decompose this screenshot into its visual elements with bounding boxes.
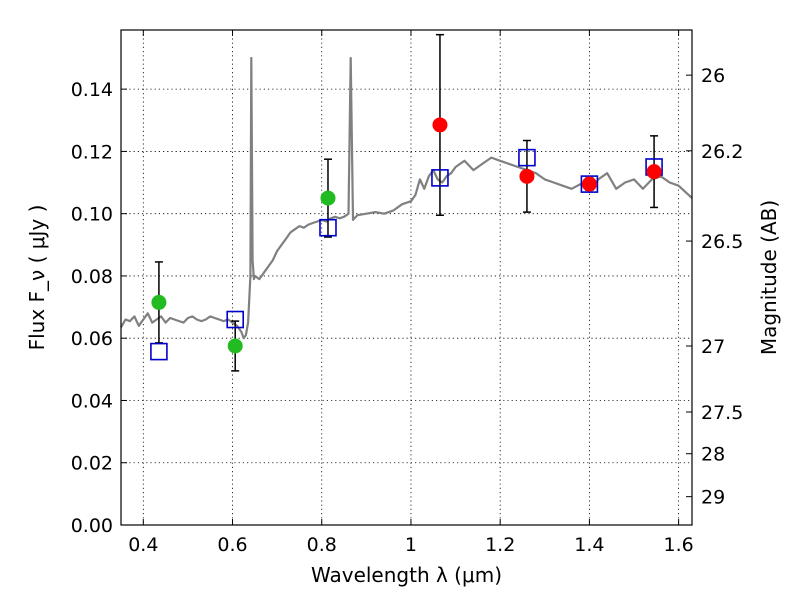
x-tick-label: 1 (405, 534, 417, 556)
observed-flux-point (646, 164, 662, 180)
y-tick-label: 0.04 (71, 390, 113, 412)
y-tick-label: 0.02 (71, 453, 113, 475)
x-tick-label: 0.8 (307, 534, 337, 556)
observed-flux-point (519, 168, 535, 184)
observed-photometry-points (151, 117, 662, 354)
observed-flux-point (320, 190, 336, 206)
y-tick-label: 0.06 (71, 328, 113, 350)
plot-frame (120, 29, 693, 526)
model-spectrum-line (120, 56, 693, 340)
right-tick-label: 26 (701, 65, 725, 87)
model-photometry-square (431, 169, 449, 187)
x-tick-label: 1.2 (485, 534, 515, 556)
right-tick-label: 27.5 (701, 402, 743, 424)
y-tick-label: 0.12 (71, 141, 113, 163)
y-tick-label: 0.10 (71, 204, 113, 226)
right-tick-label: 27 (701, 336, 725, 358)
x-tick-label: 1.6 (664, 534, 694, 556)
model-photometry-square (580, 175, 599, 193)
right-tick-label: 29 (701, 487, 725, 509)
right-tick-label: 26.2 (701, 141, 743, 163)
x-axis-ticks: 0.4 0.6 0.8 1 1.2 1.4 1.6 (128, 30, 694, 556)
plot-area (120, 33, 693, 372)
observed-flux-point (151, 294, 167, 310)
y-tick-label: 0.00 (71, 515, 113, 537)
right-axis-title: Magnitude (AB) (757, 200, 781, 355)
right-tick-label: 28 (701, 444, 725, 466)
x-tick-label: 0.6 (217, 534, 247, 556)
y-tick-label: 0.08 (71, 266, 113, 288)
observed-flux-point (227, 338, 243, 354)
model-photometry-square (518, 148, 536, 167)
x-axis-title: Wavelength λ (μm) (311, 563, 502, 587)
y-tick-label: 0.14 (71, 79, 113, 101)
grid-lines (121, 30, 692, 526)
x-tick-label: 0.4 (128, 534, 158, 556)
right-tick-label: 26.5 (701, 231, 743, 253)
model-photometry-square (150, 342, 168, 361)
observed-flux-point (432, 117, 448, 133)
x-tick-label: 1.4 (574, 534, 604, 556)
observed-flux-point (581, 176, 597, 192)
y-axis-ticks: 0.00 0.02 0.04 0.06 0.08 0.10 0.12 0.14 (71, 79, 127, 537)
model-photometry-square (226, 310, 244, 329)
right-axis-ticks: 26 26.2 26.5 27 27.5 28 29 (686, 65, 743, 509)
model-photometry-square (319, 218, 337, 237)
y-axis-title: Flux F_ν ( μJy ) (25, 205, 49, 351)
